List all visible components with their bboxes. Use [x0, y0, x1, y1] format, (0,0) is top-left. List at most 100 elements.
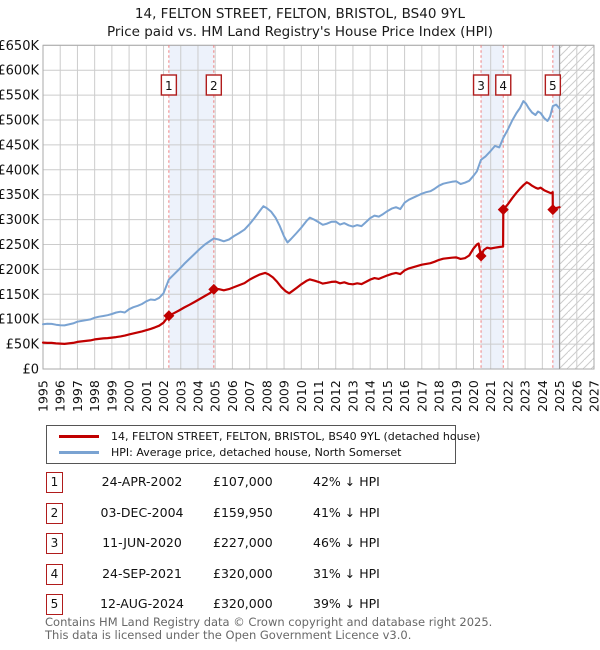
transaction-price: £227,000: [213, 535, 273, 550]
sale-marker-diamond: [163, 310, 175, 322]
year-axis-label: 2025: [552, 380, 567, 412]
sale-number-box: [472, 74, 490, 96]
legend-label: HPI: Average price, detached house, Nort…: [111, 446, 402, 459]
sale-number-label: 3: [477, 79, 485, 93]
year-axis-label: 2003: [173, 380, 188, 412]
title-block: 14, FELTON STREET, FELTON, BRISTOL, BS40…: [0, 5, 600, 41]
transaction-hpi-delta: 41% ↓ HPI: [313, 504, 380, 520]
year-axis-label: 2009: [277, 380, 292, 412]
year-axis-label: 2021: [483, 380, 498, 412]
year-axis-label: 2014: [363, 380, 378, 412]
footer: Contains HM Land Registry data © Crown c…: [45, 616, 585, 641]
year-axis-label: 2013: [345, 380, 360, 412]
price-axis-label: £550K: [0, 89, 39, 104]
transaction-row-1: 1 24-APR-2002 £107,000 42% ↓ HPI: [46, 472, 566, 494]
transaction-price: £320,000: [213, 565, 273, 581]
year-axis-label: 2008: [259, 380, 274, 412]
sale-number-box: [495, 74, 512, 96]
price-axis-label: £50K: [6, 338, 40, 353]
year-axis-label: 2012: [328, 380, 343, 412]
legend-line-swatch: [59, 451, 99, 454]
year-axis-label: 2011: [311, 380, 326, 412]
transaction-date: 24-SEP-2021: [102, 565, 182, 581]
transaction-price: £159,950: [213, 504, 273, 520]
transaction-price: £107,000: [213, 474, 273, 489]
sale-number-label: 5: [549, 79, 557, 93]
year-axis-label: 2023: [518, 380, 533, 412]
sale-number-box: [160, 74, 178, 96]
price-axis-label: £100K: [0, 313, 39, 328]
transaction-row-2: 2 03-DEC-2004 £159,950 41% ↓ HPI: [46, 502, 566, 525]
price-axis-label: £600K: [0, 64, 39, 79]
price-axis-label: £300K: [0, 213, 39, 228]
year-axis-label: 1996: [53, 380, 68, 412]
year-axis-label: 2018: [432, 380, 447, 412]
price-axis-label: £0: [22, 363, 39, 378]
sale-number-label: 2: [210, 79, 218, 93]
sale-number-box: [205, 74, 223, 96]
year-axis-label: 2010: [294, 380, 309, 412]
year-axis-label: 2026: [569, 380, 584, 412]
price-axis-label: £400K: [0, 163, 39, 178]
legend-item-0: 14, FELTON STREET, FELTON, BRISTOL, BS40…: [47, 430, 480, 443]
year-axis-label: 2027: [587, 380, 600, 412]
year-axis-label: 2015: [380, 380, 395, 412]
chart-area: 1 2 3 4 5 £0 £50K £100K £150K £200K £250K £300K £350…: [0, 39, 600, 412]
property-price-line: [41, 181, 561, 345]
sale-marker-diamond: [497, 204, 509, 216]
price-history-chart: 1 2 3 4 5 £0 £50K £100K £150K £200K £250K £300K £350…: [0, 39, 600, 412]
transaction-hpi-delta: 31% ↓ HPI: [313, 565, 380, 581]
transaction-date: 24-APR-2002: [101, 474, 183, 489]
price-axis-label: £450K: [0, 138, 39, 153]
year-axis-label: 2024: [535, 380, 550, 412]
sale-period-band: [481, 45, 504, 370]
price-axis-label: £200K: [0, 263, 39, 278]
transaction-number-badge: 1: [46, 472, 63, 493]
year-axis-label: 1997: [70, 380, 85, 412]
transaction-number-badge: 2: [46, 502, 63, 524]
year-axis-label: 2007: [242, 380, 257, 412]
year-axis-label: 1998: [87, 380, 102, 412]
transaction-number-badge: 4: [46, 563, 63, 585]
legend: 14, FELTON STREET, FELTON, BRISTOL, BS40…: [46, 425, 480, 464]
legend-item-1: HPI: Average price, detached house, Nort…: [47, 446, 455, 459]
price-axis-label: £150K: [0, 288, 39, 303]
transaction-number-badge: 5: [46, 594, 63, 615]
year-axis-label: 1999: [104, 380, 119, 412]
sale-number-label: 1: [165, 79, 173, 93]
year-axis-label: 2000: [122, 380, 137, 412]
transaction-row-5: 5 12-AUG-2024 £320,000 39% ↓ HPI: [46, 594, 566, 616]
year-axis-label: 2005: [208, 380, 223, 412]
transaction-price: £320,000: [213, 596, 273, 611]
legend-label: 14, FELTON STREET, FELTON, BRISTOL, BS40…: [111, 430, 481, 443]
year-axis-label: 1995: [36, 380, 51, 412]
plot-frame: [42, 44, 595, 370]
sale-marker-diamond: [208, 283, 220, 295]
price-axis-label: £500K: [0, 114, 39, 129]
year-axis-label: 2020: [466, 380, 481, 412]
year-axis-label: 2002: [156, 380, 171, 412]
legend-line-swatch: [59, 435, 99, 438]
page-title: 14, FELTON STREET, FELTON, BRISTOL, BS40…: [134, 6, 466, 22]
year-axis-label: 2001: [139, 380, 154, 412]
hpi-line: [42, 100, 561, 327]
footer-line-1: Contains HM Land Registry data © Crown c…: [45, 615, 493, 629]
sale-marker-diamond: [475, 250, 487, 262]
price-axis-label: £350K: [0, 188, 39, 203]
sale-number-box: [544, 74, 562, 96]
transaction-date: 12-AUG-2024: [100, 596, 184, 611]
price-axis-label: £650K: [0, 39, 39, 54]
year-axis-label: 2004: [190, 380, 205, 412]
price-axis-label: £250K: [0, 238, 39, 253]
page-subtitle: Price paid vs. HM Land Registry's House …: [107, 24, 493, 40]
transaction-row-4: 4 24-SEP-2021 £320,000 31% ↓ HPI: [46, 563, 566, 586]
year-axis-label: 2022: [500, 380, 515, 412]
transaction-hpi-delta: 42% ↓ HPI: [313, 474, 380, 489]
sale-number-label: 4: [499, 79, 507, 93]
sale-period-band: [168, 45, 214, 370]
year-axis-label: 2016: [397, 380, 412, 412]
year-axis-label: 2019: [449, 380, 464, 412]
transaction-number-badge: 3: [46, 533, 63, 554]
transaction-date: 11-JUN-2020: [102, 535, 182, 550]
